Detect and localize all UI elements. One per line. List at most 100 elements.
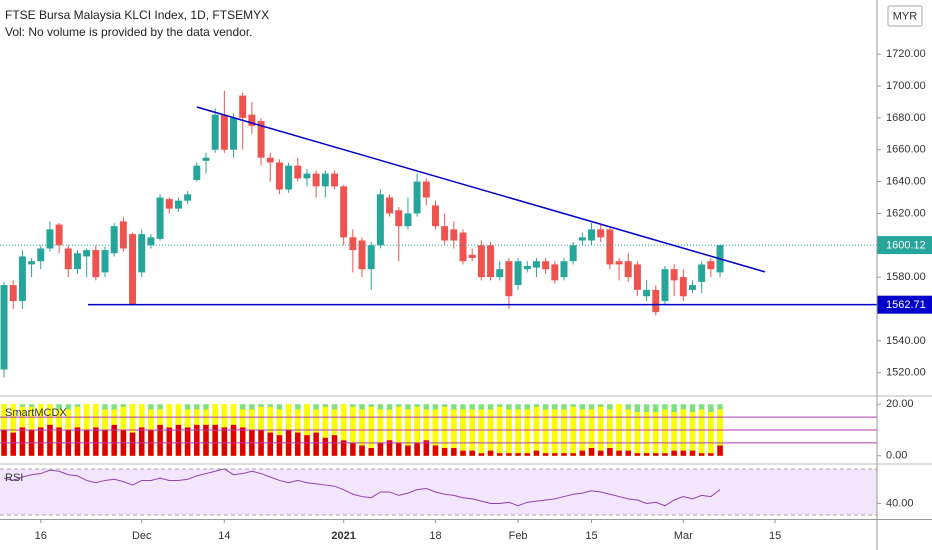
indicator-bar [680,409,687,456]
rsi-line [3,468,721,507]
indicator-bar [607,409,613,456]
y-tick-label: 1660.00 [886,144,926,156]
indicator-bar [708,453,714,456]
indicator-bar [570,406,576,456]
currency-label: MYR [893,10,918,22]
candle-body [606,229,614,265]
indicator-bar [157,424,163,456]
indicator-bar [478,453,485,456]
indicator-bar [460,450,466,456]
candle-body [9,285,17,302]
indicator-bar [533,450,540,456]
candle-body [679,277,687,297]
indicator-bar [386,440,393,456]
candle-body [588,229,596,241]
candle-body [147,237,155,246]
candle-body [110,226,118,254]
candle-body [551,264,559,281]
candle-body [101,250,109,273]
candle-body [230,117,238,150]
candle-body [64,248,72,270]
trend-line [196,106,766,273]
indicator-bar [340,440,347,456]
x-tick-label: 2021 [331,530,355,542]
indicator-bar [359,445,365,456]
indicator-bar [47,424,53,456]
candle-body [248,114,256,126]
y-tick-label: 40.00 [886,497,914,509]
indicator-bar [671,411,677,456]
indicator-bar [524,409,531,456]
indicator-bar [359,409,365,456]
indicator-bar [313,432,319,456]
last-price-label: 1600.12 [886,239,926,251]
x-tick-label: 15 [585,530,597,542]
y-tick-label: 1720.00 [886,48,926,60]
candle-body [670,269,678,281]
indicator-bar [441,406,448,456]
indicator-bar [395,406,402,456]
indicator-bar [689,450,696,456]
candle-body [707,261,715,270]
candle-body [285,165,293,190]
indicator-bar [331,435,338,456]
indicator-bar [267,406,273,456]
indicator-bar [19,427,26,456]
currency-button[interactable] [887,5,923,27]
candle-body [312,173,320,187]
x-tick-label: Mar [674,530,693,542]
last-price-box [877,236,932,255]
indicator-bar [331,409,338,456]
chart-subtitle: Vol: No volume is provided by the data v… [5,25,252,39]
indicator-bar [662,409,668,456]
indicator-bar [295,432,301,456]
indicator-bar [10,432,16,456]
candle-body [46,229,54,249]
x-tick-label: 15 [769,530,781,542]
indicator-bar [487,450,494,456]
indicator-bar [671,450,677,456]
horizontal-line-box [877,295,932,314]
indicator-bar [451,448,457,456]
y-tick-label: 1520.00 [886,367,926,379]
candle-body [441,226,449,241]
indicator-bar [588,409,595,456]
indicator-bar [597,450,604,456]
candle-body [303,173,311,179]
indicator-bar [386,409,393,456]
indicator-bar [570,453,576,456]
candle-body [83,250,91,257]
indicator-bar [377,409,384,456]
candle-body [119,221,127,249]
indicator-bar [487,409,494,456]
candle-body [257,121,265,158]
candle-body [349,237,357,251]
indicator-bar [38,427,44,456]
indicator-bar [680,450,687,456]
candle-body [496,269,504,278]
indicator-bar [561,409,567,456]
candle-body [505,261,513,297]
indicator-bar [276,409,283,456]
indicator-bar [643,411,650,456]
y-tick-label: 1680.00 [886,112,926,124]
indicator-bar [221,427,228,456]
indicator-bar [515,409,521,456]
candle-body [395,210,403,227]
indicator-bar [542,453,549,456]
indicator-bar [460,409,466,456]
indicator-bar [405,409,411,456]
indicator-bar [395,442,402,456]
indicator-bar [239,427,246,456]
y-tick-label: 20.00 [886,398,914,410]
indicator-bar [129,432,136,456]
candle-body [266,157,274,163]
candle-body [202,157,210,161]
candle-body [28,261,36,265]
indicator-bar [662,453,668,456]
indicator-bar [276,435,283,456]
y-tick-label: 1540.00 [886,335,926,347]
candle-body [386,197,394,214]
candle-body [523,265,531,270]
